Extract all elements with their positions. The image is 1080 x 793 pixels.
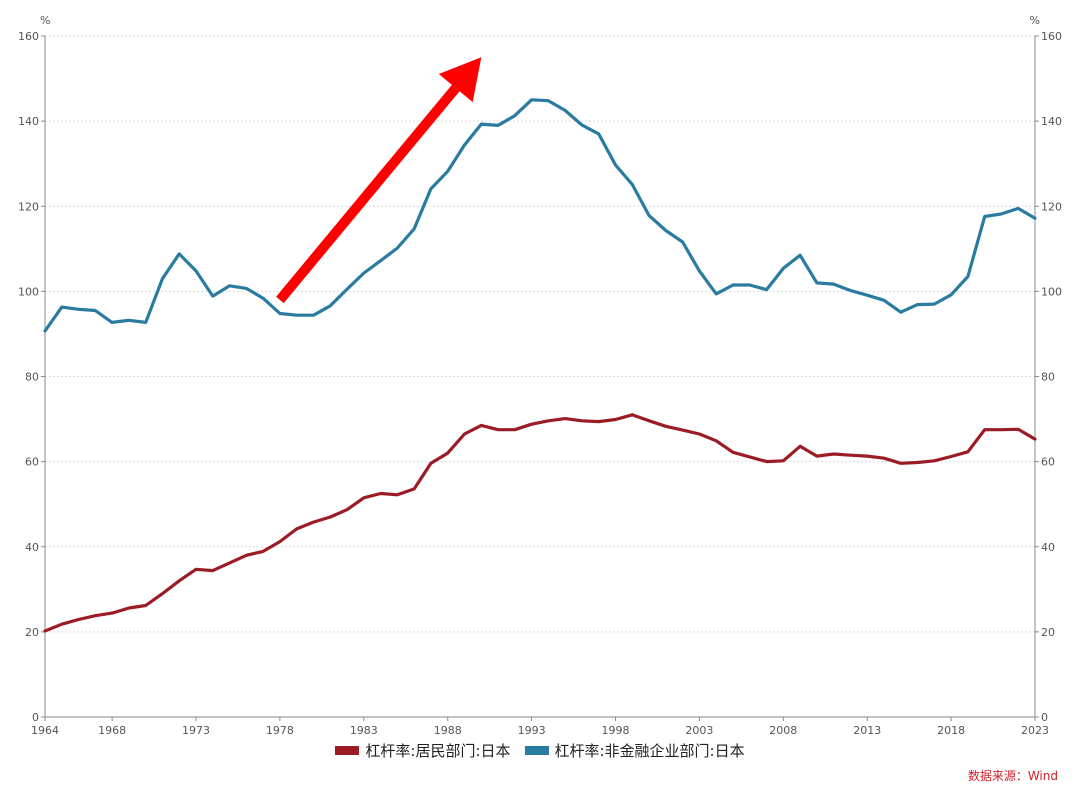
legend-item-corporate: 杠杆率:非金融企业部门:日本 (524, 740, 745, 761)
x-tick-label: 1973 (182, 724, 210, 737)
y-tick-label-right: 160 (1041, 30, 1062, 43)
x-axis-ticks: 1964 1968 1973 1978 1983 1988 1993 1998 2003 2008… (31, 717, 1049, 737)
legend-item-household: 杠杆率:居民部门:日本 (335, 740, 511, 761)
y-tick-label-right: 20 (1041, 626, 1055, 639)
y-tick-label-right: 140 (1041, 115, 1062, 128)
legend-label-household: 杠杆率:居民部门:日本 (365, 741, 511, 760)
source-note: 数据来源：Wind (967, 769, 1058, 783)
y-axis-right-ticks: 0 20 40 60 80 100 120 140 160 (1035, 30, 1062, 724)
y-tick-label-right: 40 (1041, 541, 1055, 554)
x-tick-label: 1998 (602, 724, 630, 737)
legend-swatch-corporate (524, 745, 549, 755)
series-line-household (43, 413, 1037, 633)
series-line-corporate (43, 98, 1037, 333)
arrow-shaft (276, 84, 460, 304)
x-tick-label: 1978 (266, 724, 294, 737)
x-tick-label: 2008 (769, 724, 797, 737)
x-tick-label: 2013 (853, 724, 881, 737)
y-axis-left-ticks: 0 20 40 60 80 100 120 140 160 (18, 30, 45, 724)
y-unit-left: % (40, 14, 50, 27)
x-tick-label: 2018 (937, 724, 965, 737)
y-tick-label-left: 140 (18, 115, 39, 128)
x-tick-label: 1993 (518, 724, 546, 737)
y-tick-label-left: 80 (25, 371, 39, 384)
y-tick-label-left: 0 (32, 711, 39, 724)
y-tick-label-right: 80 (1041, 371, 1055, 384)
x-tick-label: 1983 (350, 724, 378, 737)
x-tick-label: 1964 (31, 724, 59, 737)
series-lines (43, 98, 1037, 633)
x-tick-label: 2003 (685, 724, 713, 737)
y-tick-label-left: 100 (18, 285, 39, 298)
y-tick-label-left: 20 (25, 626, 39, 639)
x-tick-label: 2023 (1021, 724, 1049, 737)
y-tick-label-left: 40 (25, 541, 39, 554)
y-tick-label-left: 120 (18, 200, 39, 213)
y-tick-label-left: 60 (25, 456, 39, 469)
x-tick-label: 1988 (434, 724, 462, 737)
y-tick-label-right: 120 (1041, 200, 1062, 213)
annotation-arrow (276, 57, 482, 304)
legend-swatch-household (335, 745, 360, 755)
legend-label-corporate: 杠杆率:非金融企业部门:日本 (554, 741, 745, 760)
y-tick-label-left: 160 (18, 30, 39, 43)
y-tick-label-right: 0 (1041, 711, 1048, 724)
y-tick-label-right: 60 (1041, 456, 1055, 469)
arrow-head (438, 57, 482, 103)
x-tick-label: 1968 (98, 724, 126, 737)
y-tick-label-right: 100 (1041, 285, 1062, 298)
gridlines (45, 35, 1035, 633)
legend: 杠杆率:居民部门:日本 杠杆率:非金融企业部门:日本 (0, 738, 1080, 762)
y-unit-right: % (1030, 14, 1040, 27)
